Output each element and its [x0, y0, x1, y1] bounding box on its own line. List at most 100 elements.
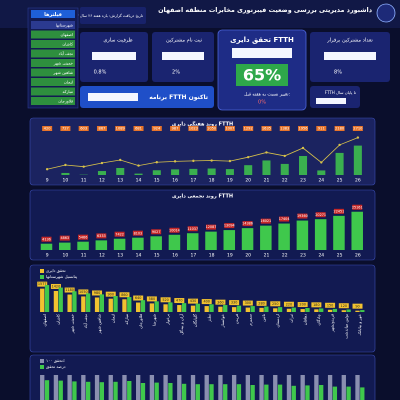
bar [67, 375, 72, 400]
value-label-box [334, 126, 345, 131]
bar [72, 381, 77, 400]
value-label-box [146, 296, 157, 302]
bar [134, 173, 143, 175]
x-tick-label: 13 [117, 253, 123, 259]
value-label: 1050 [207, 127, 217, 131]
filter-item-label: خمینی شهر [53, 60, 74, 65]
value-label: 16021 [260, 219, 271, 223]
value-label-box [242, 221, 253, 227]
x-tick-label: 23 [300, 253, 306, 259]
bar [355, 310, 360, 312]
value-label-box [352, 126, 363, 131]
value-label: 2710 [353, 127, 363, 131]
bar [218, 375, 223, 400]
value-label: 8103 [134, 231, 143, 235]
bar [127, 297, 132, 312]
legend-swatch [40, 359, 44, 363]
x-tick-label: تیران [289, 314, 294, 323]
filter-item-label: کاشان [62, 41, 73, 46]
x-tick-label: فریدن [234, 314, 239, 324]
bar [59, 242, 71, 250]
value-label-box [59, 235, 70, 241]
bar [300, 309, 305, 312]
bar [209, 384, 214, 400]
percent-box [236, 64, 288, 86]
value-label: 640 [135, 296, 141, 300]
point [338, 143, 341, 147]
filter-item [31, 97, 75, 105]
value-label-box [115, 126, 126, 131]
filter-item [31, 59, 75, 67]
legend-swatch [40, 275, 44, 279]
value-label-box [215, 299, 226, 305]
bar [171, 169, 180, 175]
bar [209, 304, 214, 312]
bar [58, 380, 63, 400]
value-label: 1383 [280, 127, 289, 131]
bar [346, 386, 351, 400]
legend-label: پتانسیل شهرستانها [46, 274, 77, 279]
point [82, 165, 85, 168]
value-label-box [188, 126, 199, 131]
filter-item [31, 40, 75, 48]
filter-item [31, 21, 75, 29]
bar [360, 310, 365, 312]
bar [122, 299, 127, 312]
value-label: 90 [355, 304, 359, 308]
redacted-value [88, 93, 138, 101]
bar [150, 236, 162, 250]
value-label: 603 [80, 127, 87, 131]
value-label: 200 [299, 303, 305, 307]
bar [108, 298, 113, 312]
value-label-box [243, 126, 254, 131]
filter-item-label: اصفهان [60, 32, 73, 37]
value-label-box [160, 297, 171, 303]
value-label-box [78, 289, 89, 295]
value-label: 5466 [79, 235, 88, 239]
program-card [80, 86, 214, 108]
report-date: تاریخ دریافت گزارش: بازه هفته ۲۶ سال ۱۴۰… [71, 13, 144, 18]
bar [305, 308, 310, 312]
change-value: 0% [258, 100, 266, 106]
point [228, 159, 232, 163]
x-tick-label: دهاقان [302, 314, 307, 325]
bar [77, 241, 89, 250]
value-label: 867 [99, 127, 106, 131]
x-tick-label: فلاورجان [138, 314, 143, 329]
x-tick-label: 21 [264, 253, 270, 259]
bar [113, 238, 126, 250]
bar [181, 303, 187, 312]
x-tick-label: آران و بیدگل [179, 313, 184, 335]
bar [327, 375, 333, 400]
x-tick-label: شهرضا [152, 313, 157, 326]
value-label-box [229, 300, 240, 306]
x-tick-label: کاشان [56, 314, 61, 325]
value-label: 520 [162, 298, 168, 302]
value-label: 911 [318, 127, 325, 131]
value-label: 1635 [262, 127, 271, 131]
bar [299, 156, 308, 175]
value-label-box [261, 126, 272, 131]
x-tick-label: 10 [63, 178, 69, 184]
bar [186, 233, 199, 250]
filter-item [31, 87, 75, 96]
x-tick-label: 16 [172, 178, 178, 184]
value-label-box [224, 223, 235, 229]
x-tick-label: 22 [282, 253, 288, 259]
bar [262, 160, 271, 175]
x-tick-label: 25 [337, 253, 343, 259]
x-tick-label: چادگان [316, 313, 321, 325]
value-label: 330 [231, 301, 237, 305]
value-label-box [169, 227, 180, 233]
bar [154, 382, 159, 400]
point [137, 164, 140, 167]
value-label: 19360 [297, 214, 308, 218]
value-label: 1292 [244, 127, 253, 131]
change-label: تغییر نسبت به هفته قبل: [244, 93, 290, 98]
value-label: 220 [286, 302, 292, 306]
bar [264, 384, 269, 400]
bar [53, 375, 59, 400]
value-label: 150 [327, 303, 333, 307]
bar [127, 381, 132, 400]
